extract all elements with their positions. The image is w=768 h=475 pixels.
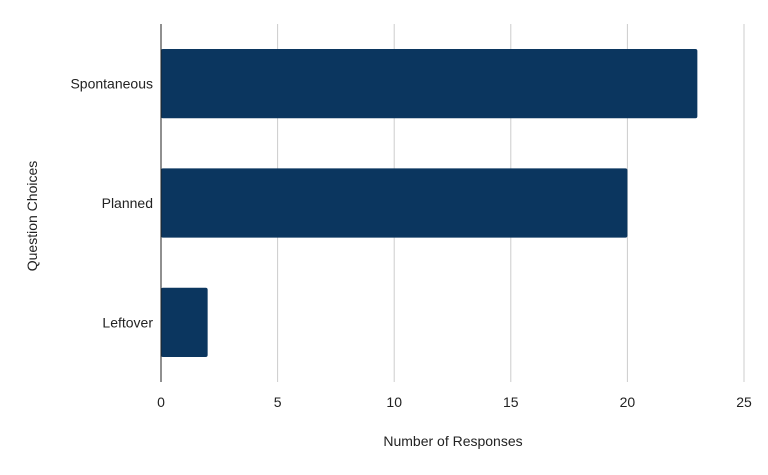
x-axis-title: Number of Responses [383, 433, 522, 449]
x-tick-label: 0 [157, 394, 165, 410]
y-tick-label: Planned [102, 195, 153, 211]
bar-planned [161, 168, 628, 238]
y-tick-label: Leftover [102, 314, 153, 330]
x-axis-ticks: 0 5 10 15 20 25 [157, 394, 752, 410]
bar-spontaneous [161, 49, 698, 119]
y-axis-ticks: Spontaneous Planned Leftover [70, 76, 153, 331]
x-tick-label: 5 [274, 394, 282, 410]
y-axis-title: Question Choices [24, 161, 40, 272]
x-tick-label: 15 [503, 394, 519, 410]
bars [161, 49, 698, 357]
y-tick-label: Spontaneous [70, 76, 153, 92]
x-tick-label: 25 [736, 394, 752, 410]
x-tick-label: 10 [386, 394, 402, 410]
bar-leftover [161, 287, 208, 357]
x-tick-label: 20 [620, 394, 636, 410]
